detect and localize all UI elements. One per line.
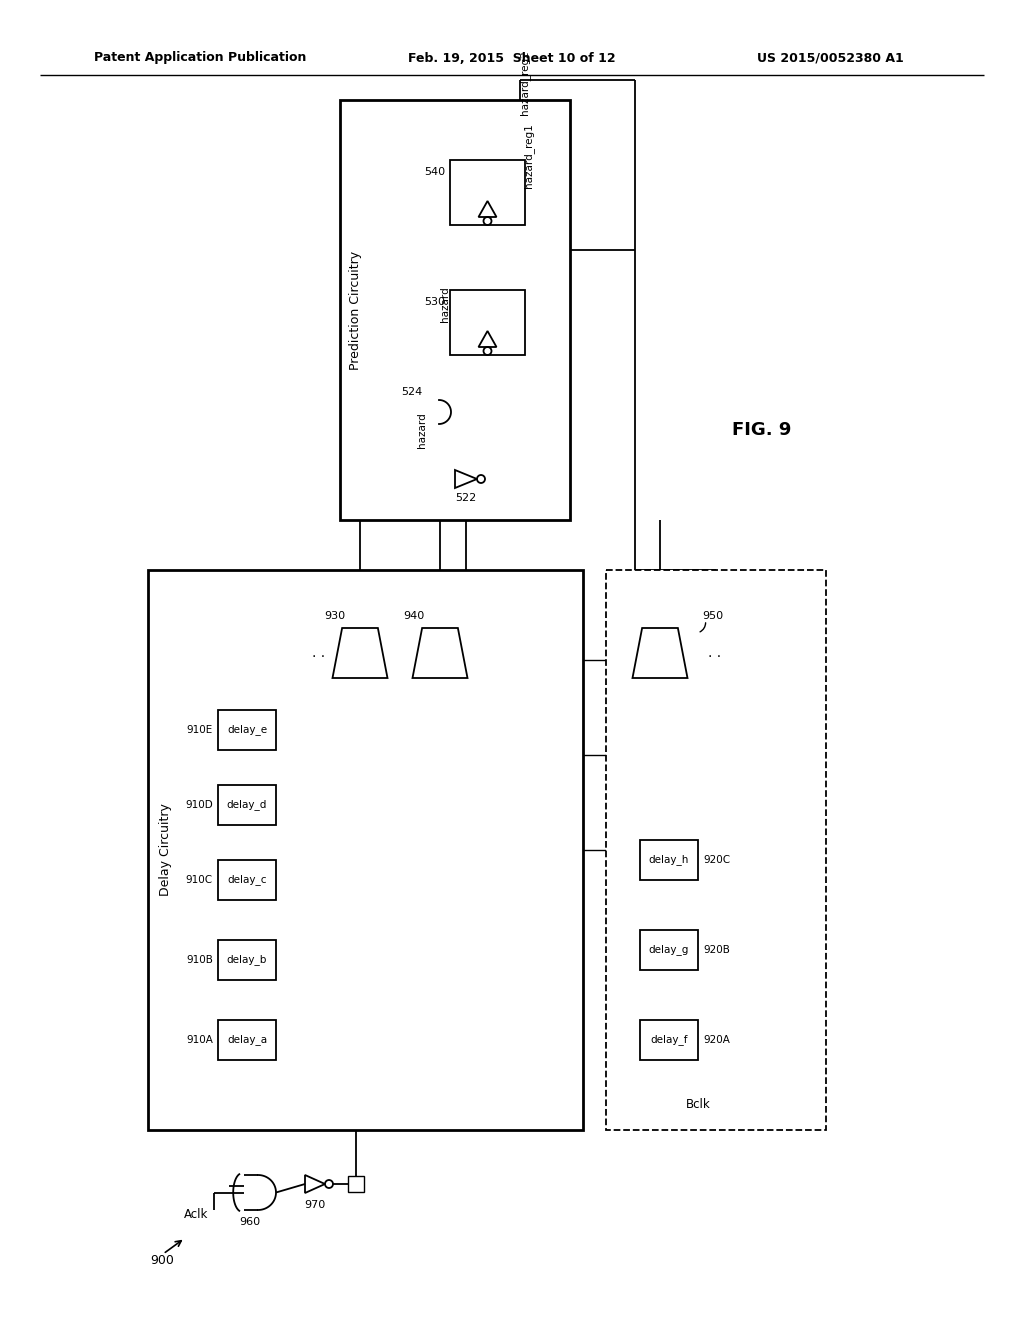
Text: 540: 540 bbox=[424, 168, 445, 177]
Text: 920C: 920C bbox=[703, 855, 730, 865]
Text: . .: . . bbox=[312, 645, 325, 660]
Text: 522: 522 bbox=[456, 492, 476, 503]
Bar bbox=[218, 785, 276, 825]
Text: delay_d: delay_d bbox=[226, 800, 267, 810]
Text: 910B: 910B bbox=[186, 954, 213, 965]
Text: delay_b: delay_b bbox=[226, 954, 267, 965]
Text: Feb. 19, 2015  Sheet 10 of 12: Feb. 19, 2015 Sheet 10 of 12 bbox=[409, 51, 615, 65]
Text: delay_h: delay_h bbox=[649, 854, 689, 866]
Text: 970: 970 bbox=[304, 1200, 326, 1210]
Bar bbox=[218, 1020, 276, 1060]
Bar bbox=[640, 1020, 698, 1060]
Text: US 2015/0052380 A1: US 2015/0052380 A1 bbox=[757, 51, 903, 65]
Text: delay_e: delay_e bbox=[227, 725, 267, 735]
Text: delay_f: delay_f bbox=[650, 1035, 688, 1045]
Text: 920B: 920B bbox=[703, 945, 730, 954]
Text: 910D: 910D bbox=[185, 800, 213, 810]
Bar bbox=[450, 290, 525, 355]
Bar bbox=[340, 100, 570, 520]
Bar bbox=[218, 710, 276, 750]
Bar bbox=[640, 931, 698, 970]
Text: Aclk: Aclk bbox=[184, 1209, 208, 1221]
Text: 910E: 910E bbox=[186, 725, 213, 735]
Text: hazard_reg1: hazard_reg1 bbox=[523, 123, 535, 187]
Text: 940: 940 bbox=[403, 611, 425, 620]
Text: 524: 524 bbox=[400, 387, 422, 397]
Text: delay_c: delay_c bbox=[227, 875, 266, 886]
Text: FIG. 9: FIG. 9 bbox=[732, 421, 792, 440]
Text: . .: . . bbox=[708, 645, 721, 660]
Text: delay_a: delay_a bbox=[227, 1035, 267, 1045]
Text: 960: 960 bbox=[240, 1217, 260, 1228]
Text: Delay Circuitry: Delay Circuitry bbox=[160, 804, 172, 896]
Text: Bclk: Bclk bbox=[686, 1098, 711, 1111]
Text: 900: 900 bbox=[150, 1254, 174, 1266]
Text: hazard: hazard bbox=[417, 412, 427, 447]
Bar bbox=[450, 160, 525, 224]
Text: hazard_reg2: hazard_reg2 bbox=[519, 50, 530, 115]
Bar bbox=[148, 570, 583, 1130]
Text: 910A: 910A bbox=[186, 1035, 213, 1045]
Text: Prediction Circuitry: Prediction Circuitry bbox=[349, 251, 362, 370]
Bar bbox=[640, 840, 698, 880]
Bar bbox=[348, 1176, 364, 1192]
Bar bbox=[218, 861, 276, 900]
Text: 920A: 920A bbox=[703, 1035, 730, 1045]
Text: 910C: 910C bbox=[186, 875, 213, 884]
Text: hazard: hazard bbox=[440, 286, 450, 322]
Bar bbox=[606, 570, 826, 1130]
Text: Patent Application Publication: Patent Application Publication bbox=[94, 51, 306, 65]
Text: delay_g: delay_g bbox=[649, 945, 689, 956]
Bar bbox=[218, 940, 276, 979]
Text: 950: 950 bbox=[701, 611, 723, 620]
Text: 930: 930 bbox=[324, 611, 345, 620]
Text: 530: 530 bbox=[424, 297, 445, 308]
